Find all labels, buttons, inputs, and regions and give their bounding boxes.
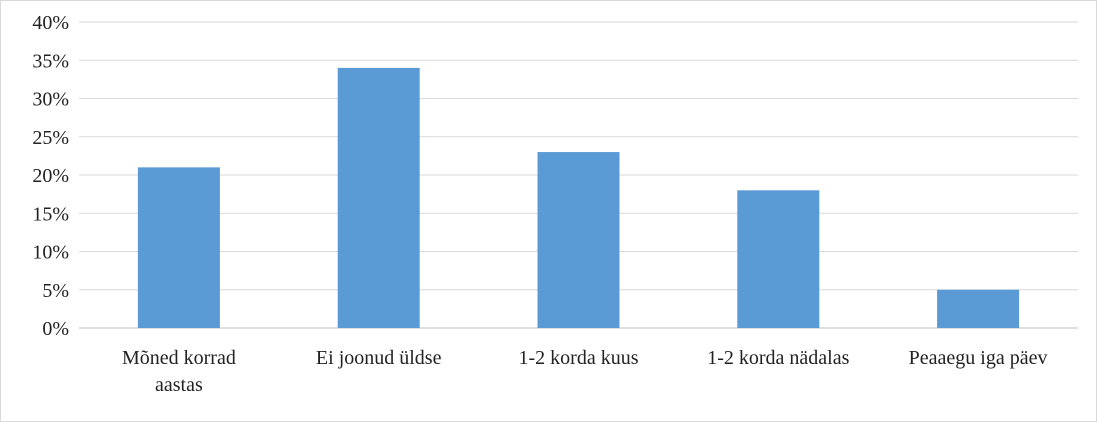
bar xyxy=(137,167,220,328)
bar xyxy=(937,289,1020,328)
y-tick-label: 15% xyxy=(32,203,69,225)
bar xyxy=(337,67,420,329)
y-tick-label: 35% xyxy=(32,50,69,72)
y-tick-label: 20% xyxy=(32,165,69,187)
y-tick-label: 0% xyxy=(42,318,69,340)
bar xyxy=(537,152,620,328)
bars xyxy=(137,67,1020,329)
y-tick-label: 25% xyxy=(32,127,69,149)
y-tick-label: 5% xyxy=(42,280,69,302)
y-axis-ticks: 0% 5% 10% 15% 20% 25% 30% 35% 40% xyxy=(32,12,69,340)
x-axis-labels: Mõned korrad aastas Ei joonud üldse 1-2 kor… xyxy=(122,347,1048,396)
y-tick-label: 10% xyxy=(32,242,69,264)
x-category-label: Mõned korrad aastas xyxy=(122,347,236,396)
x-category-label: Peaaegu iga päev xyxy=(909,347,1048,369)
y-tick-label: 30% xyxy=(32,89,69,111)
x-category-label: 1-2 korda nädalas xyxy=(707,347,849,369)
y-tick-label: 40% xyxy=(32,12,69,34)
x-category-label: Ei joonud üldse xyxy=(316,347,442,369)
bar xyxy=(737,190,820,328)
x-category-label: 1-2 korda kuus xyxy=(519,347,639,369)
